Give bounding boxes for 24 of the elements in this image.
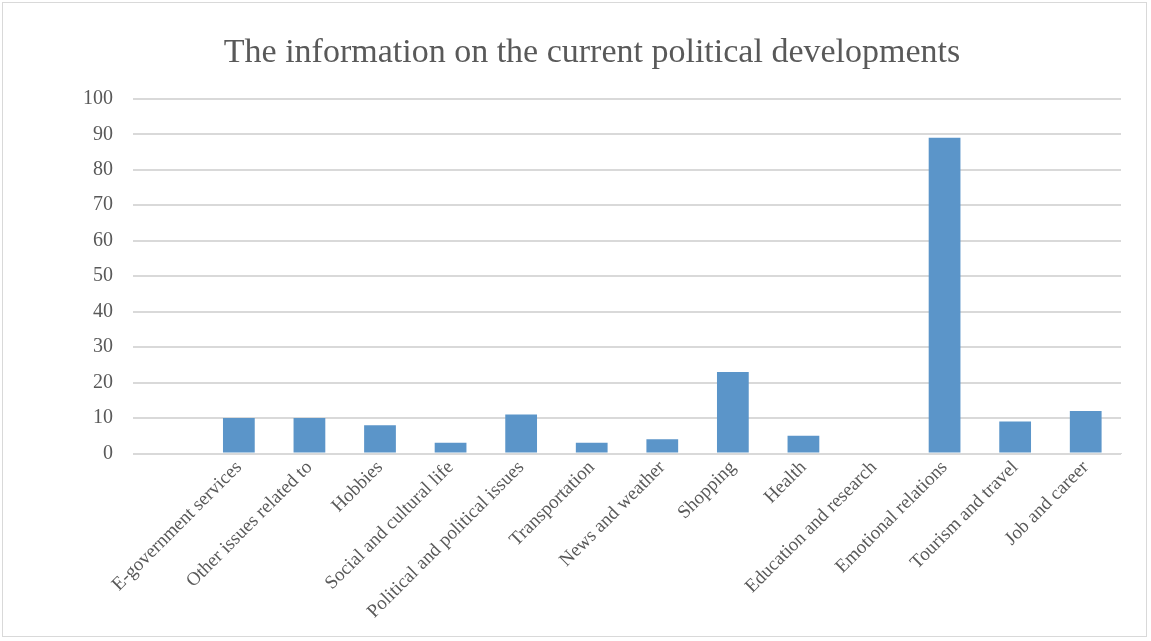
bar [575,442,608,453]
bar [716,371,749,453]
y-tick-label: 50 [93,263,113,286]
bar [434,442,467,453]
y-tick-label: 40 [93,298,113,321]
bar [1069,410,1102,453]
y-tick-label: 100 [83,86,113,109]
bar [222,418,255,453]
bar [364,425,396,453]
bar [999,421,1032,453]
bar [505,414,538,453]
y-tick-label: 0 [103,440,113,463]
y-tick-label: 30 [93,334,113,357]
bar [293,418,326,453]
y-tick-label: 70 [93,192,113,215]
y-tick-label: 60 [93,227,113,250]
y-tick-label: 90 [93,121,113,144]
y-tick-label: 20 [93,369,113,392]
y-tick-label: 10 [93,405,113,428]
bar [928,137,961,453]
y-tick-label: 80 [93,156,113,179]
bar [646,439,679,453]
bar [787,435,820,453]
chart-title: The information on the current political developments [223,32,961,70]
